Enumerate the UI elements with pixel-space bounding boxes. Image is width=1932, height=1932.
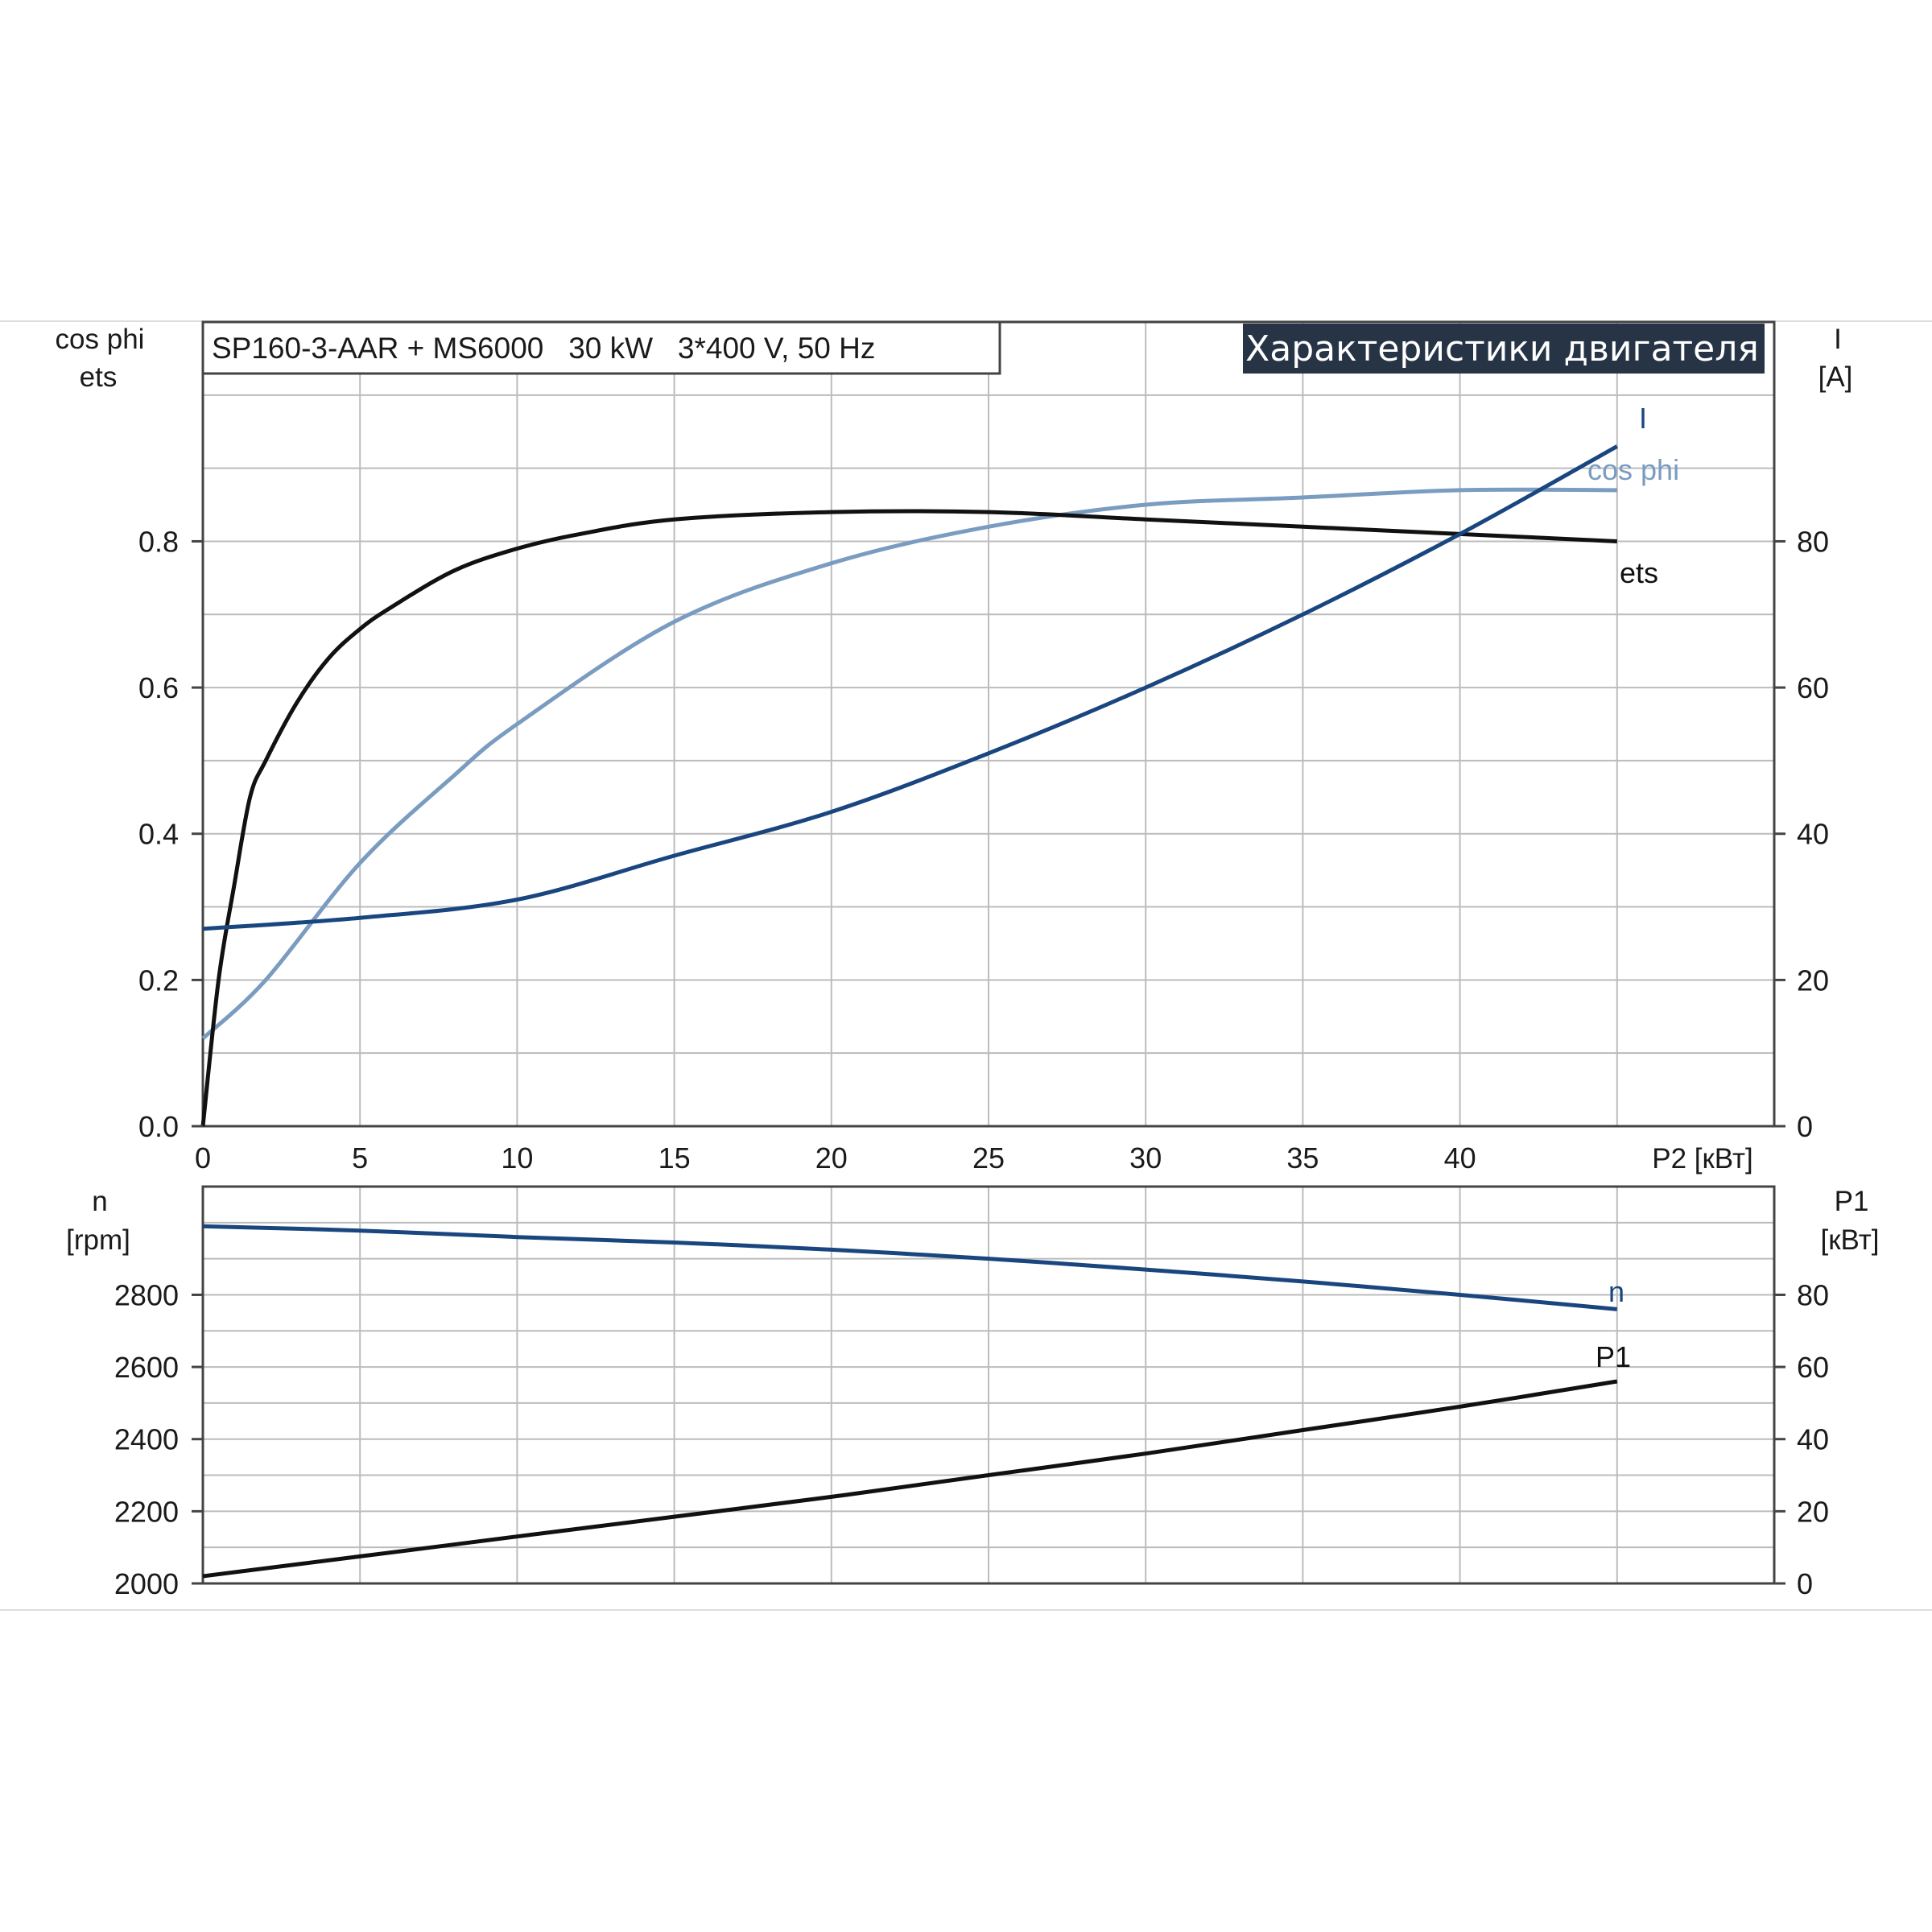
cosphi-curve (201, 487, 1617, 1040)
input-power-curve (202, 1379, 1618, 1579)
right-tick-label: 20 (1797, 964, 1829, 997)
x-tick-label: 5 (352, 1141, 368, 1174)
right-axis-title-I: I (1834, 324, 1842, 355)
bottom-right-tick-label: 20 (1797, 1495, 1829, 1528)
right-tick-label: 80 (1797, 525, 1829, 558)
label-P1: P1 (1596, 1340, 1631, 1373)
x-axis-title: P2 [кВт] (1652, 1143, 1753, 1174)
bottom-left-tick-label: 2400 (114, 1423, 179, 1456)
ets-curve (200, 509, 1617, 1127)
x-tick-label: 0 (195, 1141, 211, 1174)
speed-curve (202, 1224, 1618, 1311)
bottom-left-tick-label: 2800 (114, 1278, 179, 1311)
left-tick-label: 0.0 (138, 1110, 179, 1143)
top-chart-grid (202, 321, 1775, 1127)
bottom-left-tick-label: 2600 (114, 1351, 179, 1384)
bottom-right-tick-label: 40 (1797, 1423, 1829, 1456)
left-axis-title-ets: ets (80, 361, 118, 393)
label-cosphi: cos phi (1587, 453, 1679, 486)
x-tick-label: 10 (501, 1141, 533, 1174)
right-axis-title-P1: P1 (1835, 1186, 1869, 1217)
left-tick-label: 0.4 (138, 818, 179, 851)
x-tick-label: 35 (1286, 1141, 1319, 1174)
tick-labels: 0.0 0.2 0.4 0.6 0.8 0 20 40 60 80 0 5 10 15 20 25 30 35 40… (114, 525, 1829, 1600)
right-tick-label: 60 (1797, 671, 1829, 704)
bottom-left-tick-label: 2000 (114, 1567, 179, 1600)
left-tick-label: 0.2 (138, 964, 179, 997)
right-tick-label: 40 (1797, 818, 1829, 851)
x-tick-label: 40 (1444, 1141, 1476, 1174)
bottom-plot-border (201, 1185, 1776, 1585)
bottom-right-tick-label: 0 (1797, 1567, 1813, 1600)
current-curve (202, 444, 1619, 931)
right-axis-title-kW: [кВт] (1821, 1224, 1880, 1256)
right-tick-label: 0 (1797, 1110, 1813, 1143)
right-axis-title-A: [A] (1818, 361, 1853, 393)
label-ets: ets (1620, 556, 1658, 589)
bottom-right-tick-label: 80 (1797, 1278, 1829, 1311)
title-banner (1243, 324, 1765, 374)
bottom-left-tick-label: 2200 (114, 1495, 179, 1528)
x-tick-label: 25 (972, 1141, 1005, 1174)
left-tick-label: 0.8 (138, 525, 179, 558)
x-tick-label: 15 (658, 1141, 691, 1174)
bottom-right-tick-label: 60 (1797, 1351, 1829, 1384)
model-box (201, 320, 1001, 375)
bottom-chart-grid (202, 1186, 1775, 1584)
left-tick-label: 0.6 (138, 671, 179, 704)
x-tick-label: 30 (1129, 1141, 1162, 1174)
banner-title: Характеристики двигателя (1245, 328, 1759, 369)
left-axis-title-rpm: [rpm] (66, 1224, 130, 1256)
left-axis-title-cosphi: cos phi (56, 324, 145, 355)
label-I: I (1639, 402, 1647, 435)
left-axis-title-n: n (92, 1186, 107, 1217)
model-text: SP160-3-AAR + MS6000 30 kW 3*400 V, 50 H… (212, 332, 875, 365)
label-n: n (1608, 1275, 1624, 1308)
x-tick-label: 20 (815, 1141, 848, 1174)
